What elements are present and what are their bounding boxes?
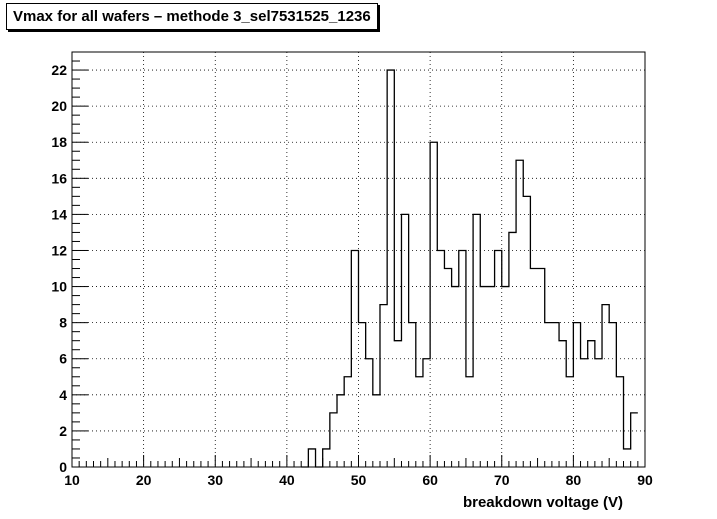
y-tick-label: 20 xyxy=(51,98,67,114)
x-tick-label: 70 xyxy=(494,472,510,488)
y-tick-label: 16 xyxy=(51,170,67,186)
y-tick-label: 10 xyxy=(51,279,67,295)
y-tick-label: 18 xyxy=(51,134,67,150)
x-tick-label: 10 xyxy=(64,472,80,488)
y-tick-label: 8 xyxy=(59,315,67,331)
y-tick-label: 6 xyxy=(59,351,67,367)
x-tick-label: 20 xyxy=(136,472,152,488)
y-tick-label: 14 xyxy=(51,206,67,222)
x-tick-label: 60 xyxy=(422,472,438,488)
x-axis: 10 20 30 40 50 60 70 80 90 xyxy=(64,455,653,488)
x-tick-label: 80 xyxy=(566,472,582,488)
y-axis: 0 2 4 6 8 10 12 14 16 18 20 22 xyxy=(51,60,88,475)
chart-title: Vmax for all wafers – methode 3_sel75315… xyxy=(6,3,378,30)
x-tick-label: 50 xyxy=(351,472,367,488)
y-tick-label: 2 xyxy=(59,423,67,439)
x-tick-label: 30 xyxy=(207,472,223,488)
x-axis-title: breakdown voltage (V) xyxy=(463,494,623,511)
histogram-outline xyxy=(301,69,638,468)
y-tick-label: 12 xyxy=(51,242,67,258)
x-tick-label: 90 xyxy=(637,472,653,488)
x-tick-label: 40 xyxy=(279,472,295,488)
y-tick-label: 22 xyxy=(51,62,67,78)
y-tick-label: 4 xyxy=(59,387,67,403)
y-tick-label: 0 xyxy=(59,459,67,475)
